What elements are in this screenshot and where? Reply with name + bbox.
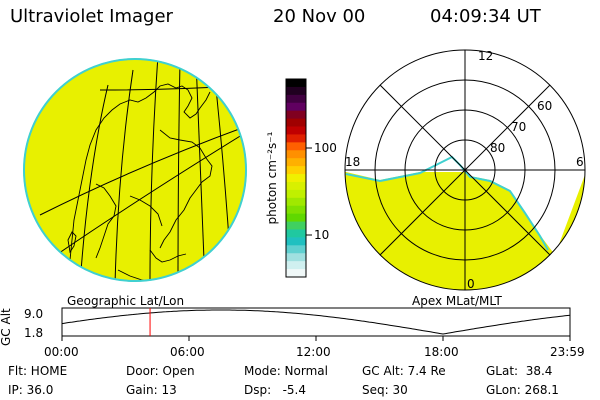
colorbar-swatch [286,205,306,215]
mlt-label-0: 0 [467,277,475,291]
colorbar-swatch [286,118,306,128]
colorbar-tick-100: 100 [314,141,337,155]
xtick-06: 06:00 [170,345,205,359]
colorbar-swatch [286,158,306,167]
mlt-label-18: 18 [345,155,360,169]
altitude-ytick-high: 9.0 [24,307,43,321]
colorbar-swatch [286,229,306,238]
status-dsp: Dsp: -5.4 [244,383,307,397]
colorbar-swatch [286,181,306,191]
colorbar-swatch [286,174,306,183]
polar-grid [344,49,586,291]
mlt-label-6: 6 [576,155,584,169]
colorbar-swatch [286,253,306,262]
lat-label-80: 80 [490,141,505,155]
xtick-00: 00:00 [44,345,79,359]
colorbar-unit-label: photon cm⁻²s⁻¹ [265,131,279,224]
date-label: 20 Nov 00 [273,6,366,27]
xtick-18: 18:00 [424,345,459,359]
xtick-12: 12:00 [296,345,331,359]
status-glon: GLon: 268.1 [486,383,559,397]
colorbar-swatch [286,102,306,112]
altitude-ylabel: GC Alt [0,308,13,346]
time-label: 04:09:34 UT [430,6,541,27]
colorbar-swatches [286,79,306,278]
status-flt: Flt: HOME [8,364,68,378]
mlt-label-12: 12 [478,49,493,63]
status-glat: GLat: 38.4 [486,364,553,378]
colorbar-swatch [286,269,306,278]
colorbar-swatch [286,221,306,230]
colorbar-swatch [286,150,306,159]
colorbar-swatch [286,86,306,96]
colorbar-swatch [286,142,306,151]
auroral-boundary [346,156,586,255]
status-gain: Gain: 13 [126,383,177,397]
colorbar-swatch [286,166,306,175]
instrument-title: Ultraviolet Imager [10,6,173,27]
colorbar-swatch [286,94,306,104]
colorbar-tick-10: 10 [314,228,329,242]
status-gc-alt: GC Alt: 7.4 Re [362,364,446,378]
colorbar-swatch [286,213,306,223]
status-mode: Mode: Normal [244,364,328,378]
status-ip: IP: 36.0 [8,383,54,397]
colorbar-swatch [286,189,306,199]
colorbar-swatch [286,197,306,207]
altitude-curve [61,309,571,335]
colorbar-swatch [286,79,306,88]
colorbar-swatch [286,237,306,246]
colorbar-swatch [286,134,306,143]
apex-label: Apex MLat/MLT [412,294,502,308]
lat-label-70: 70 [511,120,526,134]
altitude-plot-frame [61,307,571,337]
altitude-ytick-low: 1.8 [24,326,43,340]
colorbar-swatch [286,110,306,120]
altitude-xticks [61,336,571,341]
geographic-label: Geographic Lat/Lon [67,294,185,308]
xtick-2359: 23:59 [550,345,585,359]
colorbar-swatch [286,245,306,254]
colorbar-swatch [286,126,306,135]
status-door: Door: Open [126,364,195,378]
status-seq: Seq: 30 [362,383,408,397]
lat-label-60: 60 [537,99,552,113]
colorbar-swatch [286,261,306,270]
